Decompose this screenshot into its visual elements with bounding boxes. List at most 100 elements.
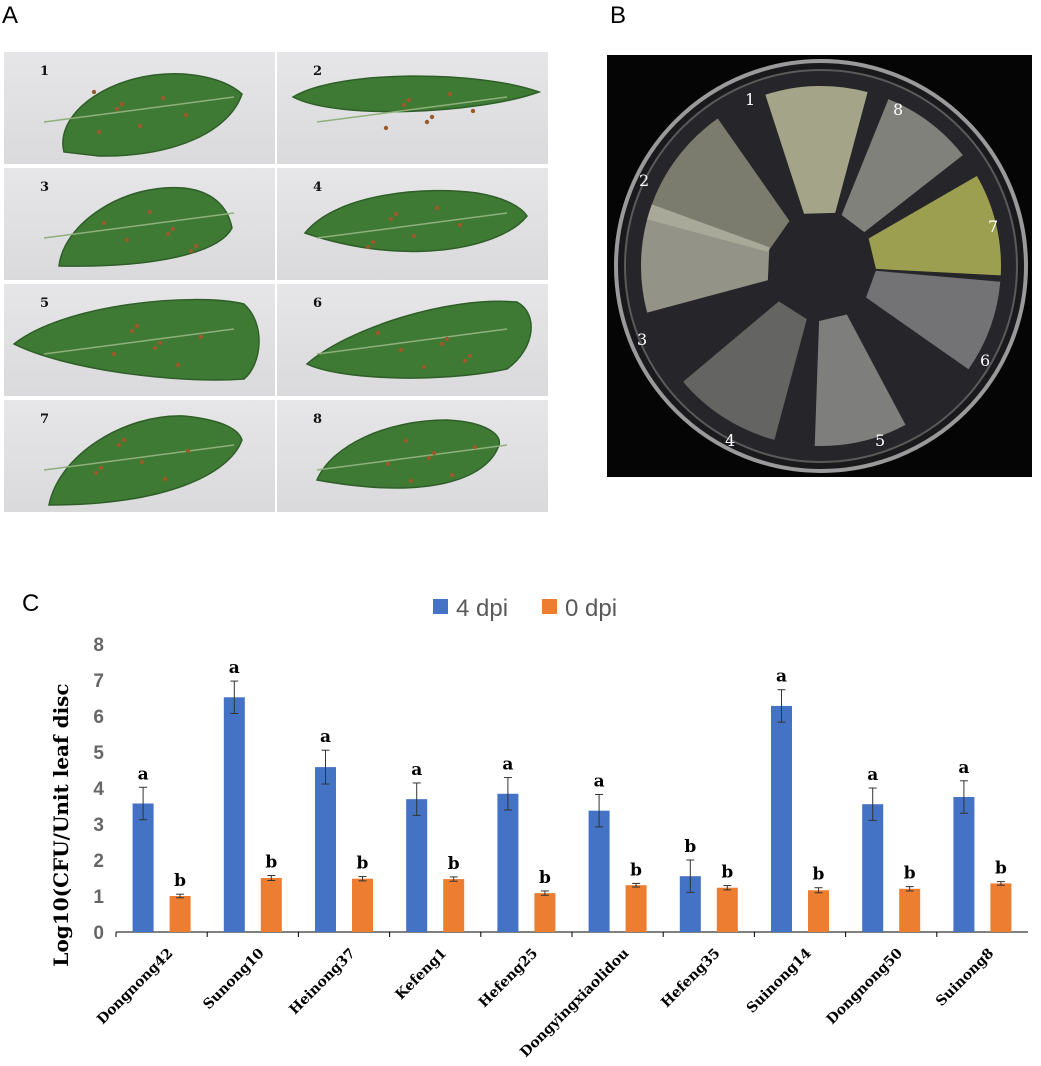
leaf-blade [291,75,542,113]
leaf-graphic [43,186,235,267]
x-tick-label: Suinong14 [744,945,815,1016]
lesion-spot [411,233,417,239]
lesion-spot [129,328,135,334]
bacterial-streaks [641,85,1001,446]
bar-4dpi [132,803,154,932]
panel-label-a: A [2,2,19,29]
lesion-spot [96,129,102,135]
leaf-graphic [43,415,243,506]
bar-4dpi [771,705,792,932]
legend-swatch-0dpi [542,599,557,614]
lesion-spot [403,438,409,444]
significance-label: b [539,868,551,888]
y-tick-label: 7 [93,671,104,692]
lesion-spot [388,216,394,222]
x-tick-label: Suinong8 [933,946,997,1010]
bar-0dpi [808,890,829,932]
x-tick-label: Kefeng1 [392,946,450,1004]
lesion-spot [98,465,104,471]
leaf-graphic [43,73,243,157]
lesion-spot [375,330,381,336]
plate-number: 5 [875,431,885,450]
significance-label: a [502,755,513,775]
bar-0dpi [534,893,556,932]
x-tick-label: Sunong10 [200,945,268,1013]
bar-0dpi [352,878,373,932]
bar-4dpi [497,793,519,932]
leaf-blade [58,186,233,267]
leaf-midrib [43,444,235,471]
lesion-spot [424,119,430,125]
leaf-blade [305,300,532,379]
leaf-midrib [316,96,508,123]
streak-sector [641,204,770,313]
streak-sector [841,99,963,233]
leaf-photo-4: 4 [277,168,548,280]
leaf-number: 6 [313,296,323,311]
significance-label: b [357,854,369,874]
leaf-graphic [291,75,542,131]
significance-label: b [904,864,916,884]
legend-label-4dpi: 4 dpi [456,595,508,622]
lesion-spot [157,340,163,346]
lesion-spot [170,226,176,232]
plate-number: 3 [637,330,647,349]
lesion-spot [444,336,450,342]
lesion-spot [470,108,476,114]
lesion-spot [185,448,191,454]
lesion-spot [91,89,97,95]
bar-0dpi [716,887,738,932]
x-tick-label: Hefeng35 [658,946,723,1011]
leaf-photo-2: 2 [277,52,548,164]
lesion-spot [152,345,158,351]
leaf-photo-grid: 1 2 3 4 5 6 7 8 [4,52,552,518]
leaf-graphic [315,419,508,489]
lesion-spot [398,347,404,353]
lesion-spot [447,91,453,97]
leaf-graphic [303,189,528,253]
significance-label: b [174,871,186,891]
plate-number: 2 [639,171,649,190]
lesion-spot [114,106,120,112]
leaf-graphic [305,300,532,379]
leaf-number: 3 [40,180,50,195]
lesion-spot [401,102,407,108]
x-tick-label: Dongnong50 [824,945,906,1027]
petri-plate-graphic: 1 2 3 4 5 6 7 8 [614,59,1028,473]
leaf-midrib [316,328,508,355]
leaf-photo-8: 8 [277,400,548,512]
leaf-blade [303,189,528,253]
significance-label: a [867,765,878,785]
bar-0dpi [260,878,282,932]
lesion-spot [119,101,125,107]
leaf-photo-1: 1 [4,52,275,164]
lesion-spot [162,476,168,482]
y-tick-label: 6 [93,707,104,728]
streak-sector [765,85,868,214]
lesion-spot [93,470,99,476]
leaf-number: 2 [313,64,323,79]
lesion-spot [101,220,107,226]
significance-label: b [813,865,825,885]
lesion-spot [188,248,194,254]
bar-4dpi [679,876,701,932]
leaf-graphic [12,298,260,381]
streak-sector [814,314,906,446]
bar-4dpi [862,804,884,932]
petri-plate-photo: 1 2 3 4 5 6 7 8 [607,55,1032,477]
y-tick-label: 0 [93,923,104,944]
lesion-spot [426,455,432,461]
lesion-spot [175,362,181,368]
bar-0dpi [169,896,191,932]
streak-sector [866,270,1001,370]
lesion-spot [116,442,122,448]
leaf-blade [12,298,260,381]
bar-0dpi [990,883,1012,932]
leaf-blade [48,415,243,506]
legend-label-0dpi: 0 dpi [565,595,617,622]
leaf-number: 1 [40,64,50,79]
lesion-spot [385,461,391,467]
lesion-spot [165,231,171,237]
bar-4dpi [406,799,428,932]
streak-sector [683,301,807,440]
